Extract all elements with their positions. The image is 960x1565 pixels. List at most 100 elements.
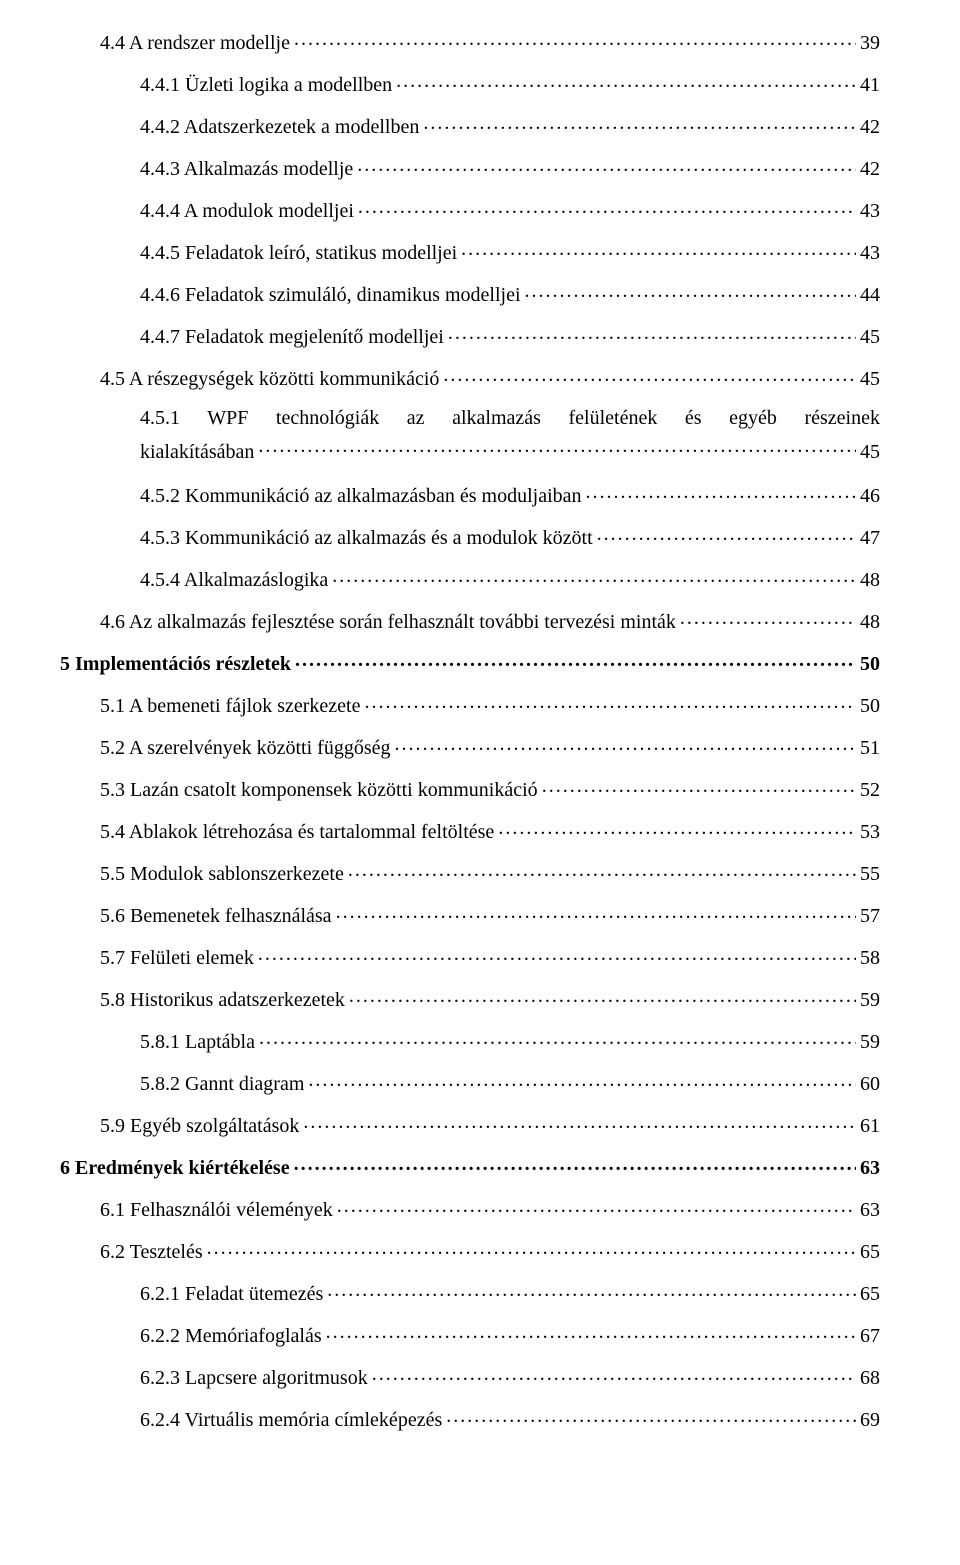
toc-entry: 6.2.2 Memóriafoglalás 67	[60, 1313, 880, 1355]
toc-label: 5.5 Modulok sablonszerkezete	[100, 864, 344, 884]
toc-page-number: 65	[860, 1242, 880, 1262]
toc-entry: 5.1 A bemeneti fájlok szerkezete 50	[60, 683, 880, 725]
toc-label: 4.6 Az alkalmazás fejlesztése során felh…	[100, 612, 676, 632]
toc-page-number: 46	[860, 486, 880, 506]
toc-page-number: 39	[860, 33, 880, 53]
toc-page-number: 48	[860, 570, 880, 590]
toc-leader	[303, 1112, 856, 1132]
toc-page-number: 44	[860, 285, 880, 305]
toc-leader	[258, 944, 856, 964]
toc-leader	[395, 734, 857, 754]
toc-entry: 4.5.4 Alkalmazáslogika 48	[60, 557, 880, 599]
toc-entry: 6.2.4 Virtuális memória címleképezés 69	[60, 1397, 880, 1439]
toc-entry: 5.5 Modulok sablonszerkezete 55	[60, 851, 880, 893]
toc-leader	[498, 818, 856, 838]
toc-page-number: 63	[860, 1158, 880, 1178]
toc-entry: 5.2 A szerelvények közötti függőség 51	[60, 725, 880, 767]
toc-page-number: 51	[860, 738, 880, 758]
toc-page-number: 67	[860, 1326, 880, 1346]
toc-entry: 4.6 Az alkalmazás fejlesztése során felh…	[60, 599, 880, 641]
toc-entry: 6 Eredmények kiértékelése 63	[60, 1145, 880, 1187]
toc-label: kialakításában	[140, 441, 254, 464]
toc-label: 4.4.5 Feladatok leíró, statikus modellje…	[140, 243, 457, 263]
toc-entry: 4.5.2 Kommunikáció az alkalmazásban és m…	[60, 473, 880, 515]
toc-leader	[295, 650, 856, 670]
toc-leader	[364, 692, 856, 712]
toc-entry: 6.1 Felhasználói vélemények 63	[60, 1187, 880, 1229]
toc-label: 5 Implementációs részletek	[60, 654, 291, 674]
toc-page-number: 41	[860, 75, 880, 95]
toc-label: 6.1 Felhasználói vélemények	[100, 1200, 333, 1220]
toc-leader	[597, 524, 856, 544]
toc-page-number: 42	[860, 117, 880, 137]
toc-page-number: 43	[860, 201, 880, 221]
toc-label: 6.2.3 Lapcsere algoritmusok	[140, 1368, 368, 1388]
toc-page-number: 61	[860, 1116, 880, 1136]
toc-leader	[336, 902, 856, 922]
toc-page-number: 45	[860, 327, 880, 347]
toc-leader	[680, 608, 856, 628]
toc-label: 5.1 A bemeneti fájlok szerkezete	[100, 696, 360, 716]
toc-label: 5.8.1 Laptábla	[140, 1032, 255, 1052]
toc-entry: 5.7 Felületi elemek 58	[60, 935, 880, 977]
toc-leader	[542, 776, 856, 796]
toc-label: 5.4 Ablakok létrehozása és tartalommal f…	[100, 822, 494, 842]
toc-page-number: 59	[860, 990, 880, 1010]
toc-page-number: 60	[860, 1074, 880, 1094]
toc-leader	[443, 365, 856, 385]
toc-leader	[308, 1070, 856, 1090]
toc-page-number: 53	[860, 822, 880, 842]
toc-label: 4.4.2 Adatszerkezetek a modellben	[140, 117, 419, 137]
toc-label: 5.8 Historikus adatszerkezetek	[100, 990, 345, 1010]
toc-entry: 5.8.1 Laptábla 59	[60, 1019, 880, 1061]
toc-entry: 5.4 Ablakok létrehozása és tartalommal f…	[60, 809, 880, 851]
toc-label: 5.2 A szerelvények közötti függőség	[100, 738, 391, 758]
toc-leader	[337, 1196, 856, 1216]
toc-page-number: 50	[860, 654, 880, 674]
toc-entry: 5.8.2 Gannt diagram 60	[60, 1061, 880, 1103]
toc-entry: 6.2.1 Feladat ütemezés 65	[60, 1271, 880, 1313]
toc-leader	[327, 1280, 856, 1300]
toc-label: 4.5.1 WPF technológiák az alkalmazás fel…	[140, 407, 880, 430]
toc-leader	[349, 986, 856, 1006]
toc-leader	[348, 860, 856, 880]
toc-page-number: 47	[860, 528, 880, 548]
toc-leader	[448, 323, 856, 343]
toc-entry: 4.4.5 Feladatok leíró, statikus modellje…	[60, 230, 880, 272]
toc-leader	[326, 1322, 856, 1342]
toc-label: 6.2.4 Virtuális memória címleképezés	[140, 1410, 442, 1430]
toc-entry: 5.6 Bemenetek felhasználása 57	[60, 893, 880, 935]
toc-entry: 4.4.3 Alkalmazás modellje 42	[60, 146, 880, 188]
toc-label: 6.2.1 Feladat ütemezés	[140, 1284, 323, 1304]
toc-leader	[358, 197, 856, 217]
toc-leader	[294, 29, 856, 49]
toc-page-number: 45	[860, 441, 880, 464]
toc-entry: 4.5.3 Kommunikáció az alkalmazás és a mo…	[60, 515, 880, 557]
toc-leader	[446, 1406, 856, 1426]
toc-label: 6.2 Tesztelés	[100, 1242, 203, 1262]
toc-entry: 4.4.7 Feladatok megjelenítő modelljei 45	[60, 314, 880, 356]
toc-page: 4.4 A rendszer modellje 394.4.1 Üzleti l…	[0, 0, 960, 1459]
toc-page-number: 45	[860, 369, 880, 389]
toc-label: 4.4.1 Üzleti logika a modellben	[140, 75, 392, 95]
toc-label: 4.5.4 Alkalmazáslogika	[140, 570, 328, 590]
toc-leader	[332, 566, 856, 586]
toc-page-number: 43	[860, 243, 880, 263]
toc-label: 4.5.3 Kommunikáció az alkalmazás és a mo…	[140, 528, 593, 548]
toc-page-number: 52	[860, 780, 880, 800]
toc-label: 5.7 Felületi elemek	[100, 948, 254, 968]
toc-entry: 4.4 A rendszer modellje 39	[60, 20, 880, 62]
toc-leader	[259, 1028, 856, 1048]
toc-page-number: 58	[860, 948, 880, 968]
toc-page-number: 63	[860, 1200, 880, 1220]
toc-page-number: 59	[860, 1032, 880, 1052]
toc-label: 4.4.4 A modulok modelljei	[140, 201, 354, 221]
toc-entry: 6.2.3 Lapcsere algoritmusok 68	[60, 1355, 880, 1397]
toc-entry: 5.9 Egyéb szolgáltatások 61	[60, 1103, 880, 1145]
toc-leader	[461, 239, 856, 259]
toc-entry: 4.4.1 Üzleti logika a modellben 41	[60, 62, 880, 104]
toc-leader	[207, 1238, 856, 1258]
toc-label: 4.4.6 Feladatok szimuláló, dinamikus mod…	[140, 285, 521, 305]
toc-label: 4.4 A rendszer modellje	[100, 33, 290, 53]
toc-entry: 4.4.2 Adatszerkezetek a modellben 42	[60, 104, 880, 146]
